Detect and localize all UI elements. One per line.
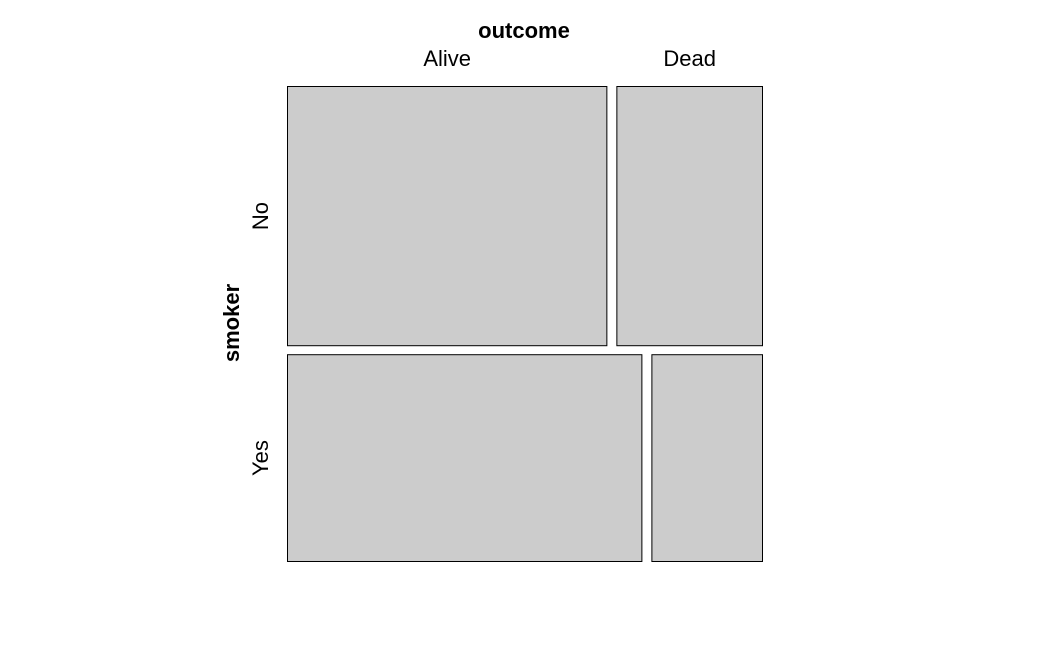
column-label-dead: Dead (663, 46, 716, 71)
tile-no-alive (287, 86, 608, 347)
tile-yes-alive (287, 354, 643, 563)
tile-no-dead (616, 86, 763, 347)
row-labels: No Yes (248, 202, 273, 476)
tile-yes-dead (651, 354, 764, 563)
column-labels: Alive Dead (423, 46, 716, 71)
column-variable-label: outcome (478, 18, 570, 43)
mosaic-tiles (287, 86, 764, 563)
row-variable-label: smoker (219, 283, 244, 362)
column-label-alive: Alive (423, 46, 471, 71)
row-label-yes: Yes (248, 440, 273, 476)
row-label-no: No (248, 202, 273, 230)
